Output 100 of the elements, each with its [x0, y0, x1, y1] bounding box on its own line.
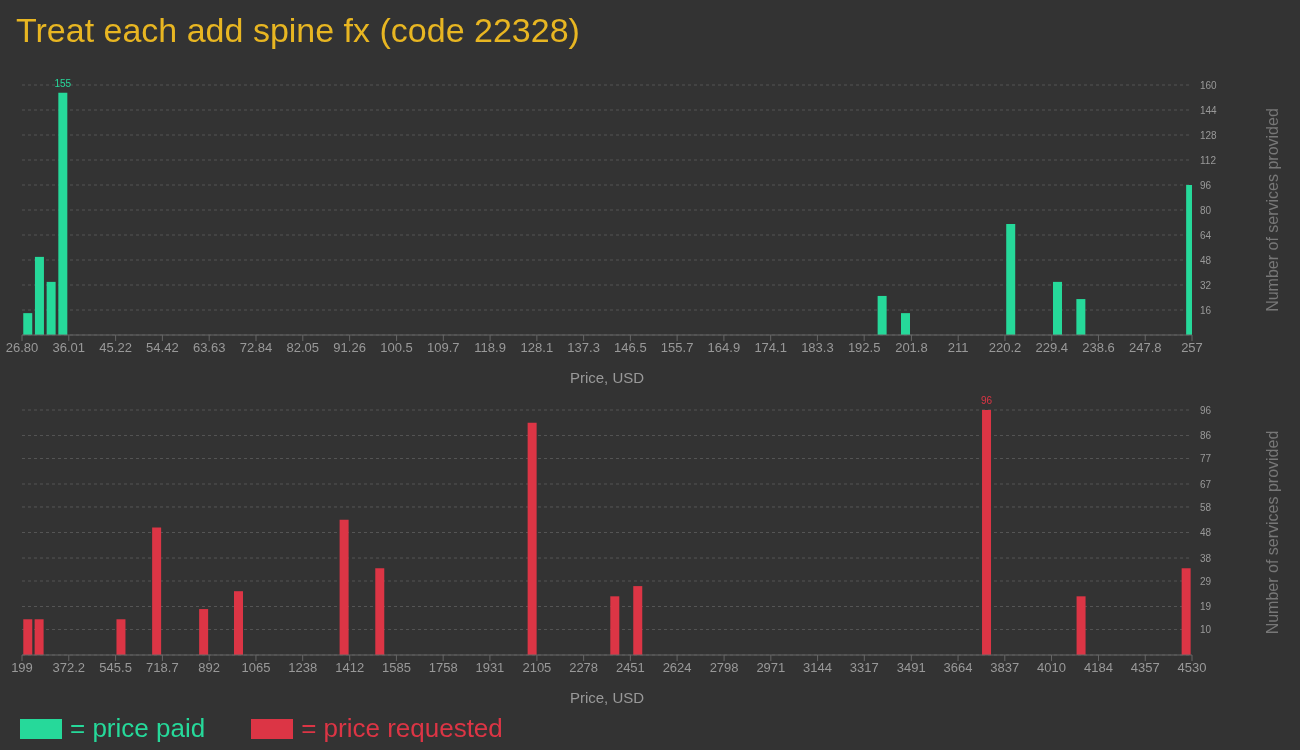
- x-tick-label: 2798: [709, 660, 739, 676]
- x-tick-label: 247.8: [1128, 340, 1162, 356]
- x-tick-label: 2278: [569, 660, 599, 676]
- bar: [34, 619, 44, 655]
- y-tick-label: 86: [1200, 430, 1212, 442]
- y-tick-label: 96: [1200, 179, 1212, 191]
- bar: [23, 619, 33, 655]
- x-tick-label: 201.8: [895, 340, 928, 356]
- y-tick-label: 77: [1200, 453, 1212, 465]
- x-tick-label: 63.63: [192, 340, 226, 356]
- x-tick-label: 1065: [241, 660, 271, 676]
- y-tick-label: 48: [1200, 527, 1212, 539]
- y-axis-title: Number of services provided: [1263, 430, 1281, 635]
- x-tick-label: 1412: [335, 660, 365, 676]
- x-tick-label: 238.6: [1082, 340, 1115, 356]
- x-tick-label: 229.4: [1035, 340, 1068, 356]
- legend-label: = price requested: [301, 713, 503, 744]
- bar: [901, 313, 911, 335]
- bar: [1076, 299, 1086, 335]
- x-tick-label: 257: [1181, 340, 1203, 356]
- x-tick-label: 109.7: [427, 340, 460, 356]
- bar: [982, 410, 992, 655]
- x-tick-label: 26.80: [5, 340, 39, 356]
- legend-label: = price paid: [70, 713, 206, 744]
- bar: [610, 596, 620, 655]
- x-tick-label: 45.22: [99, 340, 132, 356]
- bar: [23, 313, 33, 335]
- y-tick-label: 96: [1200, 404, 1212, 416]
- y-tick-label: 128: [1200, 129, 1218, 141]
- bar: [1181, 568, 1191, 655]
- x-axis-title: Price, USD: [569, 369, 645, 386]
- bar: [375, 568, 385, 655]
- x-tick-label: 1238: [288, 660, 318, 676]
- x-tick-label: 192.5: [847, 340, 881, 356]
- y-tick-label: 80: [1200, 204, 1212, 216]
- x-axis-title: Price, USD: [569, 689, 645, 706]
- y-tick-label: 64: [1200, 229, 1212, 241]
- x-tick-label: 1758: [428, 660, 458, 676]
- x-tick-label: 54.42: [146, 340, 179, 356]
- x-tick-label: 72.84: [239, 340, 273, 356]
- y-tick-label: 144: [1200, 104, 1218, 116]
- y-tick-label: 38: [1200, 552, 1212, 564]
- x-tick-label: 220.2: [988, 340, 1022, 356]
- x-tick-label: 174.1: [754, 340, 787, 356]
- x-tick-label: 3317: [849, 660, 879, 676]
- y-tick-label: 112: [1200, 154, 1217, 166]
- x-tick-label: 3837: [990, 660, 1020, 676]
- bar: [1052, 281, 1062, 335]
- x-tick-label: 36.01: [52, 340, 86, 356]
- chart-title: Treat each add spine fx (code 22328): [16, 10, 580, 50]
- x-tick-label: 2971: [756, 660, 786, 676]
- x-tick-label: 4010: [1037, 660, 1066, 676]
- bar: [116, 619, 126, 655]
- x-tick-label: 155.7: [660, 340, 694, 356]
- x-tick-label: 1585: [381, 660, 411, 676]
- bar: [877, 295, 887, 335]
- y-tick-label: 32: [1200, 279, 1212, 291]
- x-tick-label: 211: [947, 340, 969, 356]
- bar: [46, 281, 56, 335]
- y-axis-title: Number of services provided: [1263, 108, 1281, 312]
- x-tick-label: 1931: [475, 660, 505, 676]
- bar: [339, 519, 349, 655]
- bar: [58, 92, 68, 335]
- x-tick-label: 545.5: [99, 660, 132, 676]
- x-tick-label: 3144: [803, 660, 833, 676]
- x-tick-label: 128.1: [520, 340, 554, 356]
- y-tick-label: 160: [1200, 79, 1218, 91]
- y-tick-label: 19: [1200, 601, 1212, 613]
- y-tick-label: 48: [1200, 254, 1212, 266]
- y-tick-label: 58: [1200, 501, 1212, 513]
- bar: [633, 586, 643, 655]
- x-tick-label: 2451: [615, 660, 645, 676]
- bar: [1006, 224, 1016, 335]
- x-tick-label: 4530: [1177, 660, 1207, 676]
- x-tick-label: 91.26: [333, 340, 366, 356]
- x-tick-label: 2105: [522, 660, 552, 676]
- x-tick-label: 137.3: [567, 340, 600, 356]
- x-tick-label: 183.3: [801, 340, 834, 356]
- bar: [152, 527, 162, 655]
- x-tick-label: 100.5: [380, 340, 413, 356]
- data-label: 155: [54, 77, 72, 89]
- y-tick-label: 10: [1200, 624, 1212, 636]
- y-tick-label: 67: [1200, 478, 1212, 490]
- y-tick-label: 16: [1200, 304, 1212, 316]
- bar: [34, 256, 44, 335]
- x-tick-label: 118.9: [474, 340, 506, 356]
- x-tick-label: 199: [11, 660, 33, 676]
- x-tick-label: 4184: [1084, 660, 1113, 676]
- x-tick-label: 164.9: [707, 340, 741, 356]
- x-tick-label: 3491: [896, 660, 926, 676]
- x-tick-label: 2624: [662, 660, 692, 676]
- x-tick-label: 718.7: [146, 660, 179, 676]
- bar: [199, 609, 209, 655]
- data-label: 96: [980, 395, 993, 406]
- y-tick-label: 29: [1200, 575, 1212, 587]
- x-tick-label: 146.5: [614, 340, 647, 356]
- x-tick-label: 3664: [943, 660, 973, 676]
- x-tick-label: 82.05: [286, 340, 320, 356]
- bar: [527, 422, 537, 655]
- bar: [1076, 596, 1086, 655]
